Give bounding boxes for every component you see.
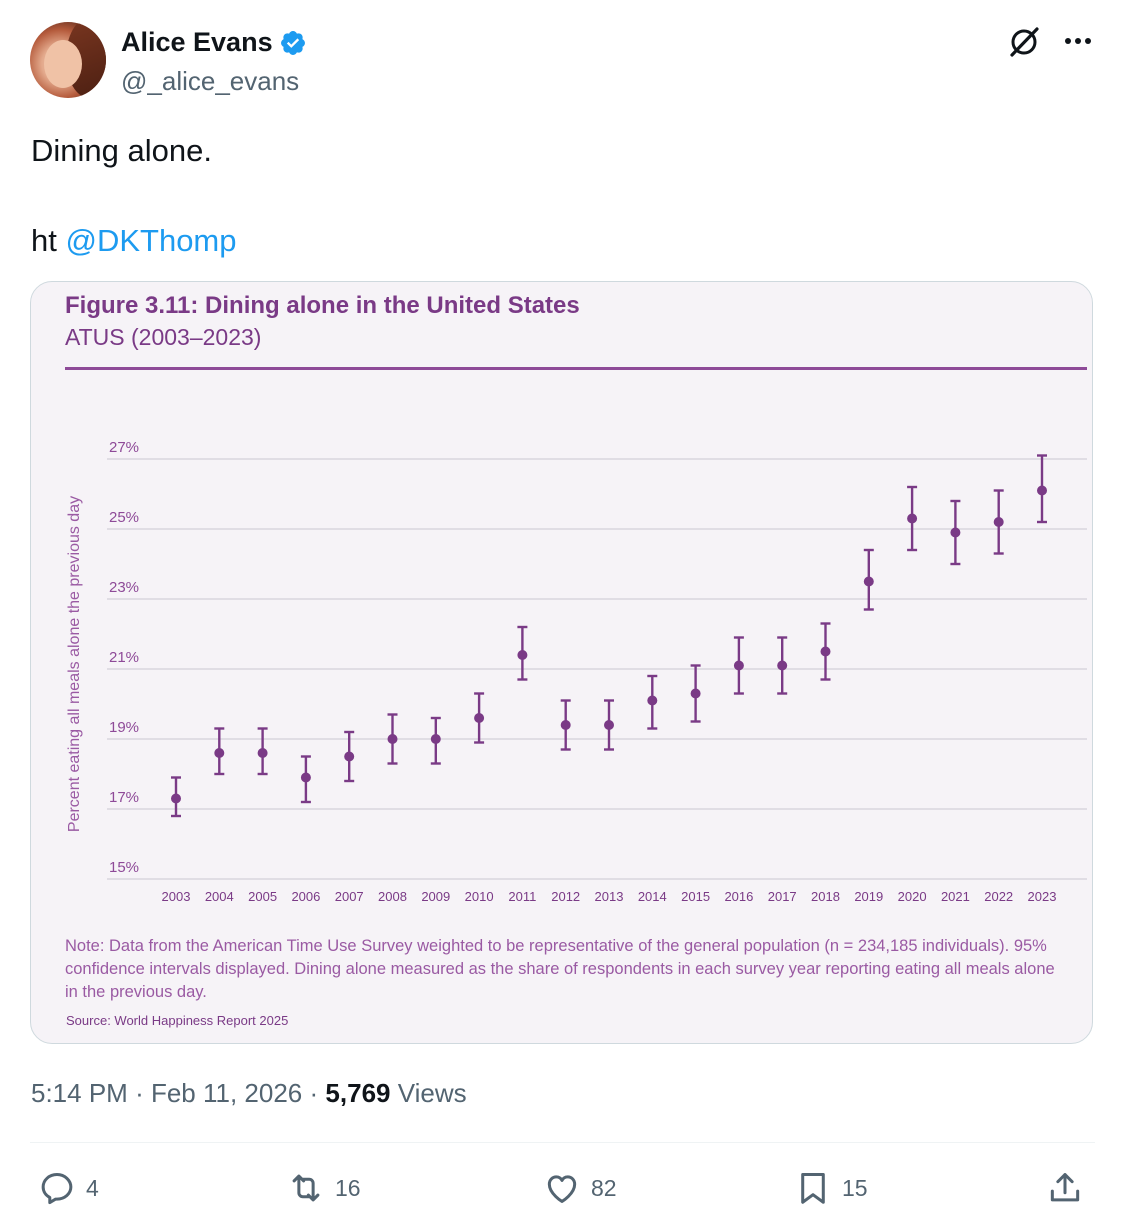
x-tick-label: 2015 [681,889,710,904]
reply-count: 4 [86,1174,99,1201]
data-point [950,527,961,538]
bookmark-icon [801,1173,825,1204]
x-tick-label: 2008 [378,889,407,904]
tweet-date[interactable]: Feb 11, 2026 [150,1078,303,1108]
data-point [171,793,181,804]
like-button[interactable]: 82 [543,1169,617,1207]
figure-subtitle: ATUS (2003–2023) [65,324,262,350]
share-button[interactable] [1046,1169,1084,1207]
like-count: 82 [591,1174,617,1201]
data-point [560,720,571,730]
data-point [604,720,614,730]
x-tick-label: 2019 [854,889,883,904]
figure-source: Source: World Happiness Report 2025 [66,1013,289,1028]
data-point [257,748,268,758]
data-point [387,734,398,744]
data-point [690,688,701,699]
data-point [517,650,528,660]
x-tick-label: 2011 [508,889,536,904]
y-tick-label: 25% [109,509,139,526]
tweet-line-2: ht @DKThomp [31,218,237,263]
data-point [474,713,485,723]
views-count: 5,769 [325,1078,391,1108]
y-tick-label: 19% [109,719,139,736]
ht-prefix: ht [31,223,57,258]
author-name[interactable]: Alice Evans [121,27,273,57]
x-tick-label: 2007 [335,889,364,904]
x-tick-label: 2006 [291,889,320,904]
data-point [430,734,441,744]
tweet-line-1: Dining alone. [31,133,212,168]
x-tick-label: 2021 [941,889,970,904]
more-dots-icon[interactable] [1061,26,1095,56]
tweet-text: Dining alone. ht @DKThomp [31,128,237,263]
data-point [733,660,744,671]
x-tick-label: 2009 [421,889,450,904]
x-tick-label: 2013 [595,889,624,904]
x-tick-label: 2016 [724,889,753,904]
repost-count: 16 [335,1174,361,1201]
verified-badge-icon [280,30,305,55]
grok-icon[interactable] [1006,24,1042,60]
y-tick-label: 17% [109,789,139,806]
x-tick-label: 2018 [811,889,840,904]
meta-separator: · [135,1078,144,1108]
avatar-face [44,40,82,88]
data-point [344,751,355,762]
y-tick-label: 27% [109,439,139,456]
y-tick-label: 23% [109,579,139,596]
heart-icon [547,1175,577,1203]
data-point [993,517,1004,527]
divider [30,1142,1095,1143]
author-handle[interactable]: @_alice_evans [121,66,300,96]
y-tick-label: 21% [109,649,139,666]
x-tick-label: 2020 [898,889,927,904]
repost-button[interactable]: 16 [287,1169,361,1207]
tweet-header: Alice Evans @_alice_evans [30,22,1095,102]
x-tick-label: 2010 [465,889,494,904]
x-tick-label: 2017 [768,889,797,904]
x-tick-label: 2022 [984,889,1013,904]
data-point [647,695,658,706]
action-bar: 4 16 82 15 [0,1165,1123,1215]
share-icon [1050,1173,1080,1202]
x-tick-label: 2003 [162,889,191,904]
repost-icon [292,1174,320,1202]
tweet-time[interactable]: 5:14 PM [31,1078,128,1108]
data-point [777,660,788,671]
x-tick-label: 2023 [1028,889,1057,904]
y-axis-label: Percent eating all meals alone the previ… [66,496,83,832]
data-point [214,748,225,758]
data-point [300,772,311,783]
y-tick-label: 15% [109,859,139,876]
data-point [1037,485,1047,496]
bookmark-count: 15 [842,1174,868,1201]
bookmark-button[interactable]: 15 [794,1169,868,1207]
meta-separator: · [309,1078,319,1108]
data-point [907,513,918,524]
mention-link[interactable]: @DKThomp [65,223,237,258]
figure-rule [65,367,1087,370]
x-tick-label: 2005 [248,889,277,904]
data-point [820,646,831,657]
reply-button[interactable]: 4 [38,1169,99,1207]
x-tick-label: 2014 [638,889,667,904]
data-point [863,576,874,587]
views-label: Views [397,1078,467,1108]
x-tick-label: 2004 [205,889,234,904]
figure-note: Note: Data from the American Time Use Su… [65,937,1055,1001]
tweet-media-image[interactable]: Figure 3.11: Dining alone in the United … [30,281,1093,1044]
x-tick-label: 2012 [551,889,580,904]
dining-alone-chart: 15% 17% 19% 21% 23% 25% 27% Percent eating all … [66,439,1087,904]
tweet-meta: 5:14 PM · Feb 11, 2026 · 5,769 Views [31,1078,467,1109]
reply-icon [41,1173,73,1205]
figure-title: Figure 3.11: Dining alone in the United … [65,292,580,319]
author-name-row: Alice Evans [121,27,307,58]
avatar[interactable] [30,22,106,98]
